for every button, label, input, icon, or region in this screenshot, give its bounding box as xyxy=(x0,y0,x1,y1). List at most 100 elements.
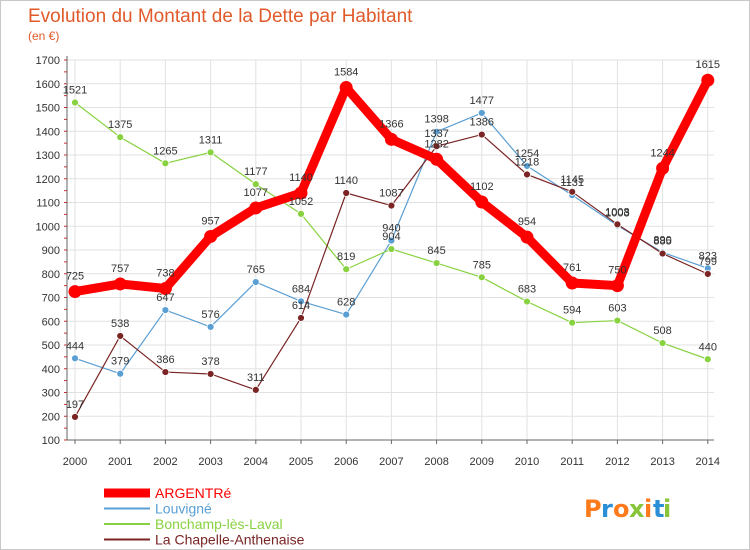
data-label: 1087 xyxy=(379,188,403,200)
logo-letter: P xyxy=(584,495,602,523)
data-point xyxy=(204,229,218,243)
data-point xyxy=(206,370,215,378)
x-tick-label: 2008 xyxy=(424,456,448,468)
y-tick-label: 500 xyxy=(42,340,60,352)
x-tick-label: 2004 xyxy=(244,456,268,468)
y-tick-label: 100 xyxy=(42,435,60,447)
data-label: 738 xyxy=(156,267,174,279)
data-point xyxy=(249,201,263,215)
data-label: 311 xyxy=(247,372,265,384)
logo-letter: i xyxy=(663,495,671,523)
data-point xyxy=(339,81,353,95)
data-label: 379 xyxy=(111,356,129,368)
data-label: 819 xyxy=(337,251,355,263)
y-tick-label: 300 xyxy=(42,388,60,400)
legend-label: Bonchamp-lès-Laval xyxy=(155,516,283,532)
data-label: 1003 xyxy=(605,208,629,220)
y-tick-label: 700 xyxy=(42,293,60,305)
logo-letter: x xyxy=(629,495,645,523)
data-point xyxy=(703,270,712,278)
data-label: 1615 xyxy=(696,59,720,71)
data-point xyxy=(71,354,79,363)
data-labels: 444 379 647 576 765 684 628 940 1398 1477 1254 1131… xyxy=(63,59,720,411)
data-point xyxy=(432,127,441,136)
logo-letter: t xyxy=(653,495,664,523)
logo-letter: i xyxy=(644,495,652,523)
data-point xyxy=(342,189,351,197)
data-label: 940 xyxy=(382,223,400,235)
legend-label: ARGENTRé xyxy=(155,485,231,501)
data-label: 885 xyxy=(653,236,671,248)
x-tick-label: 2006 xyxy=(334,456,358,468)
data-label: 845 xyxy=(427,245,445,257)
x-tick-label: 2010 xyxy=(515,456,539,468)
data-point xyxy=(430,152,444,166)
data-label: 1140 xyxy=(289,172,313,184)
y-tick-label: 1200 xyxy=(36,174,60,186)
data-point xyxy=(613,316,622,325)
data-label: 890 xyxy=(653,234,671,246)
y-tick-label: 1300 xyxy=(36,150,60,162)
y-tick-label: 1100 xyxy=(36,198,60,210)
data-point xyxy=(116,133,125,142)
data-label: 1177 xyxy=(244,166,268,178)
data-point xyxy=(297,209,305,218)
x-tick-label: 2000 xyxy=(63,456,87,468)
data-label: 1244 xyxy=(650,147,674,159)
data-label: 1366 xyxy=(379,118,403,130)
data-label: 576 xyxy=(201,309,219,321)
data-label: 1398 xyxy=(424,114,448,126)
chart-subtitle: (en €) xyxy=(28,29,59,43)
data-label: 1337 xyxy=(424,128,448,140)
data-point xyxy=(251,180,260,189)
data-point xyxy=(520,230,534,244)
legend-label: La Chapelle-Anthenaise xyxy=(155,532,305,548)
data-label: 440 xyxy=(699,341,717,353)
x-tick-label: 2001 xyxy=(108,456,132,468)
data-label: 1254 xyxy=(515,148,539,160)
data-label: 785 xyxy=(473,259,491,271)
data-label: 594 xyxy=(563,305,581,317)
data-point xyxy=(475,195,489,209)
y-tick-label: 1600 xyxy=(36,79,60,91)
data-point xyxy=(158,281,172,295)
data-point xyxy=(477,109,486,117)
data-point xyxy=(387,245,396,253)
data-point xyxy=(71,98,79,107)
data-label: 683 xyxy=(518,284,536,296)
data-label: 757 xyxy=(111,263,129,275)
x-tick-label: 2011 xyxy=(560,456,584,468)
data-point xyxy=(703,355,712,364)
data-label: 1265 xyxy=(153,145,177,157)
data-point xyxy=(568,318,577,327)
data-point xyxy=(523,162,531,170)
data-label: 1077 xyxy=(244,187,268,199)
series-0 xyxy=(68,73,715,299)
data-point xyxy=(701,73,715,87)
x-tick-label: 2012 xyxy=(605,456,629,468)
y-tick-label: 200 xyxy=(42,411,60,423)
data-label: 538 xyxy=(111,318,129,330)
series-2 xyxy=(71,98,712,364)
data-label: 614 xyxy=(292,300,310,312)
data-label: 628 xyxy=(337,297,355,309)
data-label: 1311 xyxy=(199,134,223,146)
data-label: 647 xyxy=(156,292,174,304)
data-label: 761 xyxy=(563,262,581,274)
data-label: 1131 xyxy=(560,177,584,189)
series-lines xyxy=(68,73,715,421)
data-label: 904 xyxy=(382,231,400,243)
data-point xyxy=(342,265,351,274)
series-3 xyxy=(71,130,712,421)
data-label: 1386 xyxy=(470,117,494,129)
data-point xyxy=(113,277,127,291)
data-label: 725 xyxy=(66,271,84,283)
data-label: 957 xyxy=(201,215,219,227)
data-label: 1052 xyxy=(289,196,313,208)
data-label: 1375 xyxy=(108,119,132,131)
x-tick-label: 2014 xyxy=(696,456,720,468)
data-label: 603 xyxy=(608,303,626,315)
data-point xyxy=(68,285,82,299)
data-label: 1477 xyxy=(470,95,494,107)
